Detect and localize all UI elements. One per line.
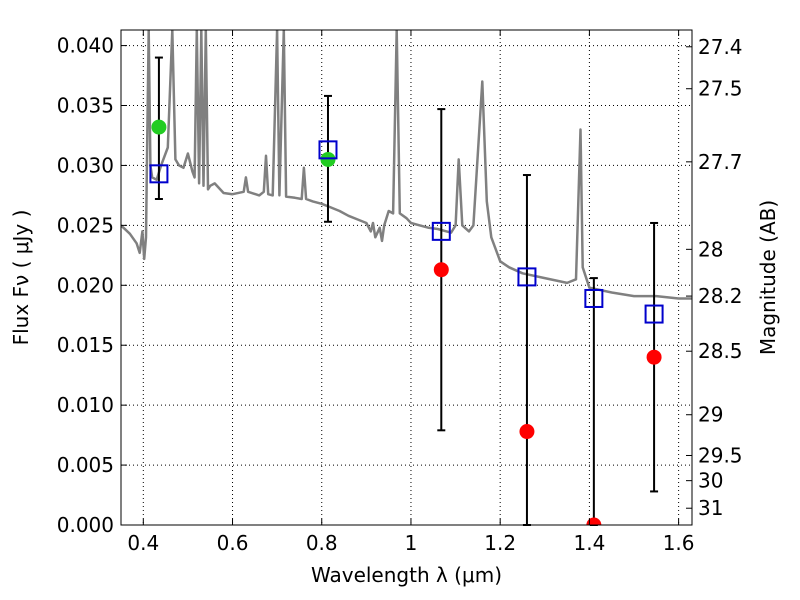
data-point bbox=[151, 119, 167, 135]
right-axis-tick-label: 29 bbox=[698, 403, 723, 427]
spectrum-line bbox=[121, 30, 692, 300]
right-axis-tick-label: 27.5 bbox=[698, 77, 743, 101]
right-axis-tick-label: 28 bbox=[698, 237, 723, 261]
y-tick-label: 0.025 bbox=[57, 213, 114, 237]
plot-frame bbox=[120, 29, 693, 526]
data-point bbox=[433, 262, 449, 278]
data-point bbox=[320, 151, 336, 167]
x-tick-label: 1 bbox=[405, 531, 418, 555]
right-axis-tick-label: 30 bbox=[698, 469, 723, 493]
data-point bbox=[586, 517, 602, 525]
x-tick-label: 1.6 bbox=[663, 531, 695, 555]
y-axis-label: Flux Fν ( μJy ) bbox=[9, 210, 33, 346]
model-point bbox=[584, 288, 604, 308]
y-tick-label: 0.030 bbox=[57, 153, 114, 177]
spectrum-layer bbox=[121, 30, 692, 300]
marker-layer bbox=[149, 119, 664, 525]
grid bbox=[121, 30, 692, 526]
y-tick-label: 0.040 bbox=[57, 34, 114, 58]
model-point bbox=[431, 221, 451, 241]
right-axis-tick-label: 27.7 bbox=[698, 150, 743, 174]
errorbar-layer bbox=[154, 56, 659, 526]
ticks: 0.4 0.6 0.8 1 1.2 1.4 1.6 0.000 0.005 0.010 0.015 0… bbox=[57, 30, 743, 555]
y-tick-label: 0.000 bbox=[57, 513, 114, 537]
data-point bbox=[519, 424, 535, 440]
x-tick-label: 1.2 bbox=[484, 531, 516, 555]
model-point bbox=[318, 140, 338, 160]
model-point bbox=[644, 304, 664, 324]
right-axis-tick-label: 27.4 bbox=[698, 35, 743, 59]
right-axis-tick-label: 29.5 bbox=[698, 443, 743, 467]
y-tick-label: 0.005 bbox=[57, 453, 114, 477]
x-axis-label: Wavelength λ (μm) bbox=[311, 563, 502, 587]
right-axis-tick-label: 28.5 bbox=[698, 339, 743, 363]
right-axis-tick-label: 28.2 bbox=[698, 284, 743, 308]
y-tick-label: 0.035 bbox=[57, 94, 114, 118]
model-point bbox=[517, 267, 537, 287]
y-tick-label: 0.020 bbox=[57, 273, 114, 297]
data-point bbox=[646, 349, 662, 365]
x-tick-label: 0.6 bbox=[217, 531, 249, 555]
y-axis-label-right: Magnitude (AB) bbox=[756, 200, 780, 355]
x-tick-label: 0.4 bbox=[127, 531, 159, 555]
x-tick-label: 0.8 bbox=[306, 531, 338, 555]
right-axis-tick-label: 31 bbox=[698, 496, 723, 520]
y-tick-label: 0.015 bbox=[57, 333, 114, 357]
model-point bbox=[149, 164, 169, 184]
y-tick-label: 0.010 bbox=[57, 393, 114, 417]
x-tick-label: 1.4 bbox=[573, 531, 605, 555]
